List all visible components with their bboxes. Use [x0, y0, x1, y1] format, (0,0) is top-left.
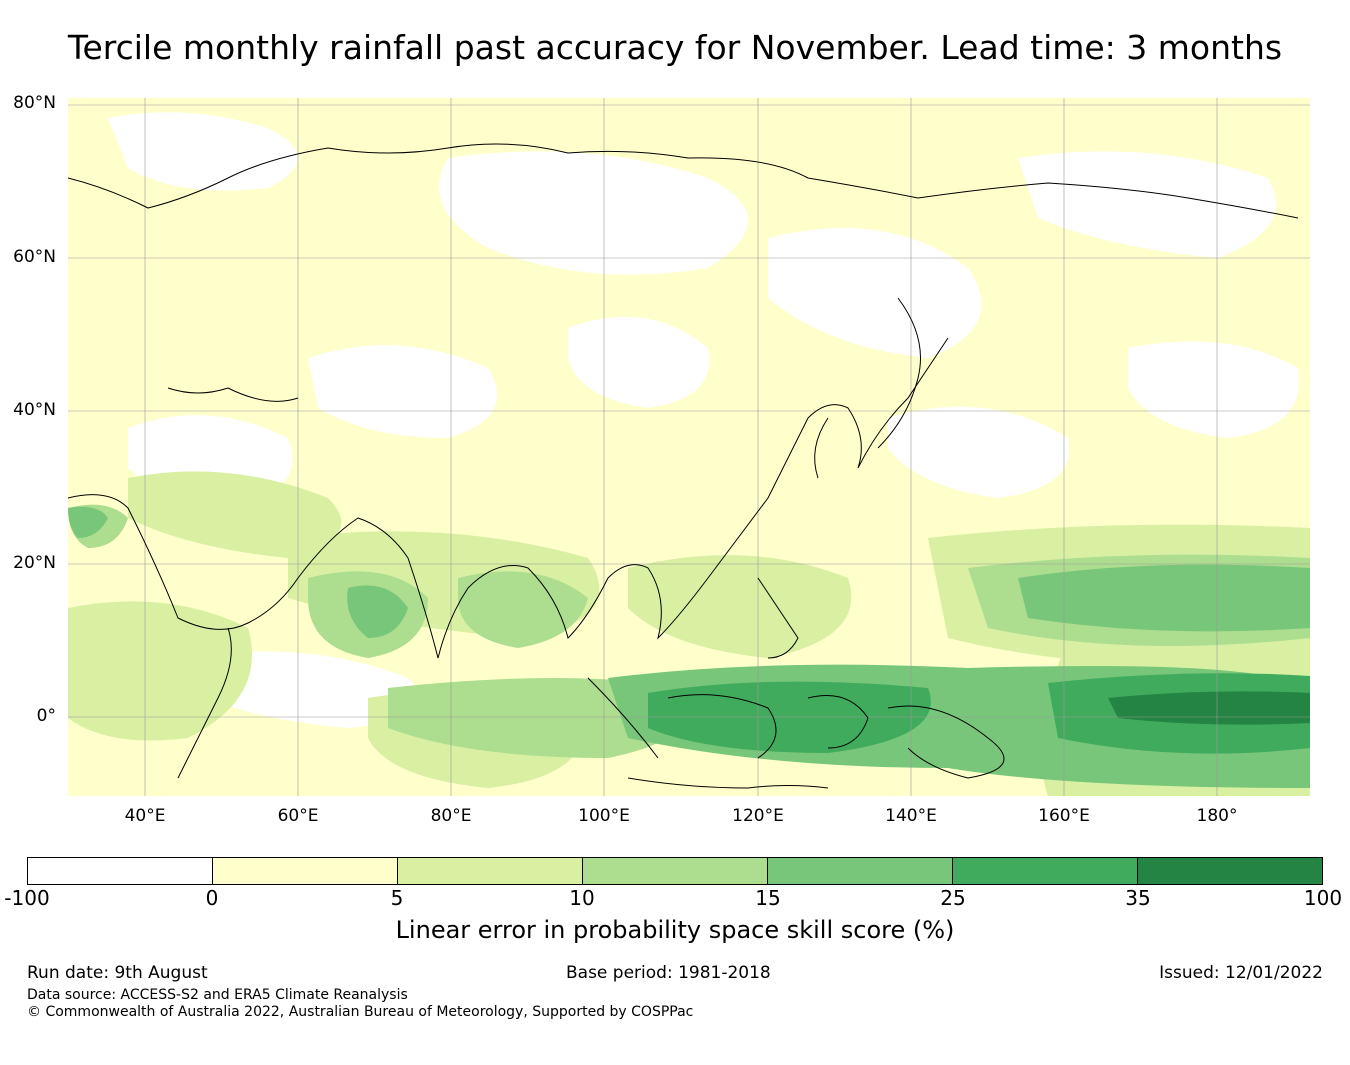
colorbar-tick: -100	[4, 886, 50, 910]
colorbar-segment	[1138, 858, 1322, 884]
colorbar-tick: 10	[569, 886, 595, 910]
data-source: Data source: ACCESS-S2 and ERA5 Climate …	[27, 987, 408, 1003]
lon-label-160e: 160°E	[1038, 806, 1090, 826]
lat-label-80n: 80°N	[13, 93, 56, 113]
colorbar-segment	[583, 858, 768, 884]
colorbar-tick: 0	[205, 886, 219, 910]
lon-label-80e: 80°E	[430, 806, 472, 826]
issued-date: Issued: 12/01/2022	[1159, 963, 1323, 983]
colorbar-segment	[398, 858, 583, 884]
colorbar-segment	[768, 858, 953, 884]
lon-label-140e: 140°E	[885, 806, 937, 826]
copyright: © Commonwealth of Australia 2022, Austra…	[27, 1004, 694, 1020]
colorbar-segment	[28, 858, 213, 884]
chart-title: Tercile monthly rainfall past accuracy f…	[67, 28, 1283, 67]
lon-label-100e: 100°E	[578, 806, 630, 826]
coastlines	[68, 143, 1299, 789]
skill-35-100	[1108, 691, 1310, 725]
lon-label-180: 180°	[1196, 806, 1238, 826]
colorbar-tick: 5	[390, 886, 404, 910]
colorbar-tick: 35	[1125, 886, 1151, 910]
colorbar-segment	[213, 858, 398, 884]
colorbar-tick: 25	[940, 886, 966, 910]
lat-label-60n: 60°N	[13, 247, 56, 267]
skill-map	[68, 98, 1310, 796]
lat-label-20n: 20°N	[13, 553, 56, 573]
colorbar-tick: 15	[755, 886, 781, 910]
lat-label-0: 0°	[36, 706, 56, 726]
lat-label-40n: 40°N	[13, 400, 56, 420]
colorbar	[27, 857, 1323, 885]
lon-label-60e: 60°E	[277, 806, 319, 826]
colorbar-tick: 100	[1303, 886, 1343, 910]
colorbar-segment	[953, 858, 1138, 884]
run-date: Run date: 9th August	[27, 963, 208, 983]
graticule	[68, 98, 1310, 796]
base-period: Base period: 1981-2018	[566, 963, 771, 983]
lon-label-120e: 120°E	[732, 806, 784, 826]
colorbar-label: Linear error in probability space skill …	[395, 916, 955, 944]
lon-label-40e: 40°E	[124, 806, 166, 826]
